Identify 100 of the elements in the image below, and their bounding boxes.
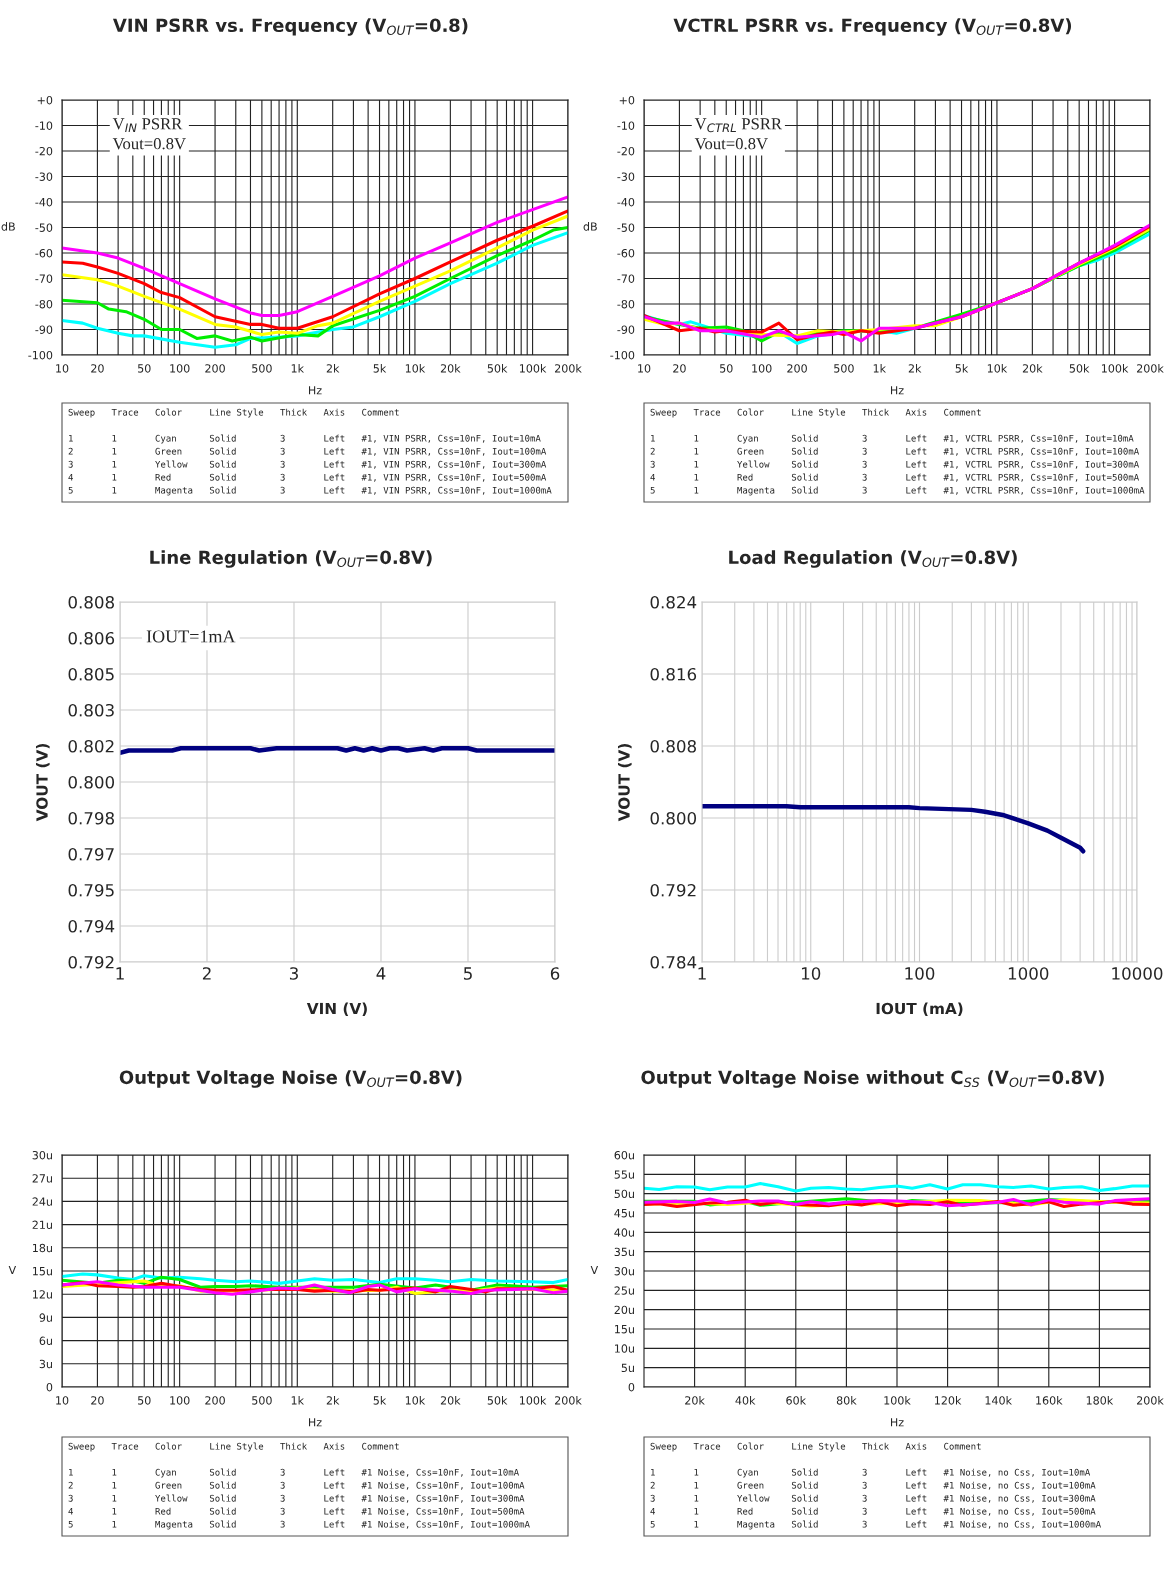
y-tick-label: 6u — [39, 1336, 52, 1345]
y-tick-label: -10 — [35, 121, 53, 130]
x-tick-label: 100 — [170, 1396, 190, 1405]
x-tick-label: 120k — [935, 1396, 962, 1405]
x-tick-label: 10 — [801, 967, 821, 980]
x-tick-label: 200 — [787, 364, 807, 373]
y-tick-label: -30 — [617, 172, 635, 181]
y-tick-label: -40 — [35, 197, 53, 207]
x-tick-label: 100k — [519, 1396, 547, 1405]
y-tick-label: 27u — [32, 1174, 52, 1183]
y-axis-title: VOUT (V) — [35, 744, 50, 822]
y-tick-label: 15u — [615, 1325, 634, 1334]
x-tick-label: 60k — [786, 1396, 807, 1405]
x-tick-label: 2k — [326, 1396, 340, 1405]
x-tick-label: 50 — [720, 364, 733, 373]
y-tick-label: -60 — [35, 248, 53, 258]
y-tick-label: 0.808 — [68, 595, 114, 609]
text: 4 1 Red Solid 3 Left #1 Noise, no Css, Iout=500mA — [650, 1507, 1096, 1516]
y-tick-label: 40u — [614, 1228, 634, 1237]
text: 3 1 Yellow Solid 3 Left #1, VCTRL PSRR, Css=10nF, Iout=300mA — [650, 460, 1139, 469]
y-tick-label: 20u — [614, 1305, 634, 1315]
chart-title: VIN PSRR vs. Frequency (V$_{OUT}$=0.8) — [112, 18, 468, 36]
y-tick-label: 12u — [33, 1290, 52, 1299]
y-tick-label: +0 — [619, 95, 635, 105]
text: 2 1 Green Solid 3 Left #1, VCTRL PSRR, Css=10nF, Iout=100mA — [650, 447, 1139, 456]
y-axis-title: V — [590, 1265, 599, 1275]
x-tick-label: 6 — [550, 967, 560, 980]
text: 2 1 Green Solid 3 Left #1 Noise, Css=10nF, Iout=100mA — [68, 1481, 525, 1490]
x-tick-label: 200k — [1136, 1396, 1164, 1405]
annotation: V$_{CTRL}$ PSRR Vout=0.8V — [694, 118, 783, 150]
text: 3 1 Yellow Solid 3 Left #1 Noise, no Css, Iout=300mA — [650, 1494, 1096, 1503]
y-tick-label: -50 — [35, 223, 53, 232]
y-tick-label: -100 — [610, 350, 635, 360]
y-axis-title: V — [8, 1265, 17, 1275]
x-tick-label: 50k — [1069, 364, 1090, 373]
y-tick-label: -40 — [617, 197, 635, 207]
x-tick-label: 50k — [487, 1396, 508, 1405]
y-tick-label: 55u — [614, 1170, 634, 1179]
y-tick-label: 9u — [39, 1313, 52, 1322]
x-tick-label: 5k — [373, 1396, 387, 1405]
y-tick-label: -50 — [617, 223, 635, 232]
x-tick-label: 10 — [56, 364, 69, 373]
y-tick-label: 3u — [39, 1359, 52, 1369]
x-tick-label: 1k — [873, 364, 887, 373]
y-tick-label: 5u — [621, 1363, 634, 1373]
x-tick-label: 200k — [554, 364, 582, 373]
chart-title: Load Regulation (V$_{OUT}$=0.8V) — [729, 550, 1017, 568]
x-tick-label: 500 — [252, 1396, 272, 1405]
y-tick-label: -10 — [617, 121, 635, 130]
y-tick-label: 24u — [32, 1197, 52, 1206]
text: 5 1 Magenta Solid 3 Left #1 Noise, no Css, Iout=1000mA — [650, 1520, 1101, 1530]
x-tick-label: 3 — [289, 967, 298, 980]
x-tick-label: 1 — [698, 967, 706, 980]
y-tick-label: 0.805 — [68, 667, 114, 681]
x-tick-label: 10k — [405, 364, 426, 373]
y-tick-label: 60u — [614, 1150, 634, 1160]
x-axis-title: VIN (V) — [306, 1002, 367, 1017]
x-tick-label: 10k — [405, 1396, 426, 1405]
chart-title: Line Regulation (V$_{OUT}$=0.8V) — [150, 550, 432, 568]
x-tick-label: 160k — [1036, 1396, 1063, 1405]
x-tick-label: 100k — [519, 364, 547, 373]
y-tick-label: 0.816 — [650, 667, 697, 681]
x-tick-label: 200k — [1136, 364, 1164, 373]
y-tick-label: 45u — [614, 1209, 634, 1218]
y-tick-label: 0.806 — [68, 631, 115, 645]
y-tick-label: 0.802 — [68, 739, 114, 753]
x-tick-label: 100k — [884, 1396, 911, 1405]
y-tick-label: 50u — [614, 1189, 634, 1199]
x-tick-label: 20 — [91, 1396, 104, 1405]
y-tick-label: 0.800 — [68, 775, 115, 789]
x-tick-label: 10 — [56, 1396, 69, 1405]
text: 1 1 Cyan Solid 3 Left #1 Noise, no Css, Iout=10mA — [651, 1468, 1091, 1478]
x-tick-label: 5k — [955, 364, 969, 373]
chart-title: Output Voltage Noise (V$_{OUT}$=0.8V) — [119, 1070, 462, 1088]
x-tick-label: 20k — [440, 364, 461, 373]
x-tick-label: 200k — [554, 1396, 582, 1405]
x-tick-label: 50 — [138, 364, 151, 373]
y-tick-label: -70 — [35, 274, 53, 283]
y-tick-label: 18u — [33, 1243, 52, 1253]
y-tick-label: 0 — [46, 1382, 53, 1392]
y-tick-label: 0.824 — [650, 595, 697, 609]
x-tick-label: 100 — [170, 364, 190, 373]
x-tick-label: 10k — [987, 364, 1008, 373]
y-tick-label: 0.784 — [650, 955, 697, 969]
x-tick-label: 500 — [834, 364, 854, 373]
x-tick-label: 200 — [205, 364, 225, 373]
text: 2 1 Green Solid 3 Left #1 Noise, no Css, Iout=100mA — [650, 1481, 1096, 1490]
y-tick-label: 15u — [33, 1267, 52, 1276]
text: 2 1 Green Solid 3 Left #1, VIN PSRR, Css=10nF, Iout=100mA — [68, 447, 547, 456]
x-tick-label: 50k — [487, 364, 508, 373]
x-tick-label: 80k — [836, 1396, 857, 1405]
x-tick-label: 180k — [1086, 1396, 1114, 1405]
y-tick-label: -60 — [617, 248, 635, 258]
y-tick-label: 0 — [628, 1382, 635, 1392]
y-tick-label: 0.798 — [68, 811, 114, 825]
x-tick-label: 100 — [752, 364, 772, 373]
y-tick-label: 0.792 — [68, 955, 114, 969]
x-tick-label: 100 — [905, 967, 935, 980]
x-tick-label: 500 — [252, 364, 272, 373]
text: 5 1 Magenta Solid 3 Left #1, VIN PSRR, Css=10nF, Iout=1000mA — [68, 486, 552, 496]
